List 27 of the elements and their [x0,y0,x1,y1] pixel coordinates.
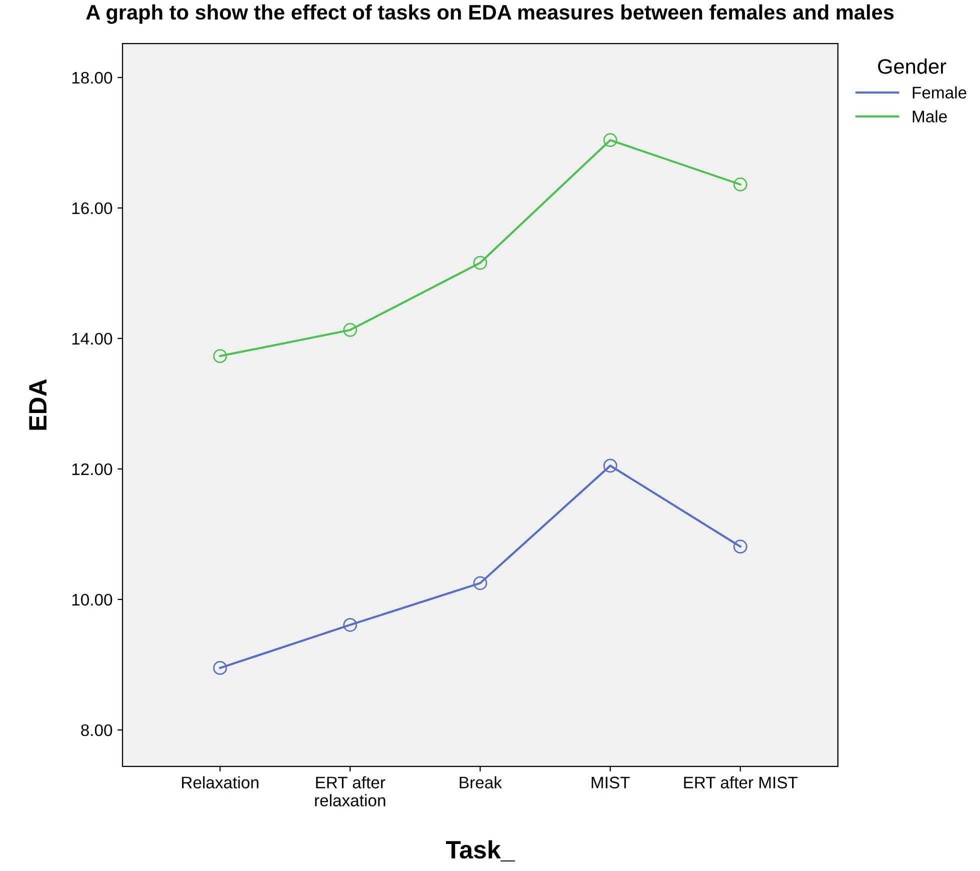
chart-title: A graph to show the effect of tasks on EDA measures between females and males [86,4,894,24]
x-tick-label: Relaxation [182,776,258,788]
point [473,256,488,270]
point [343,323,358,337]
y-tick-label: 12.00 [72,463,112,476]
point [343,618,358,632]
point [603,458,618,473]
y-tick-label: 8.00 [81,724,112,736]
point [213,661,227,675]
y-tick-label: 14.00 [72,332,112,345]
legend-label: Female [912,86,966,99]
y-axis-title: EDA [29,379,46,430]
x-tick-label: ERT after relaxation [315,776,386,806]
x-axis-title: Task_ [446,840,515,862]
legend-label: Male [912,110,947,122]
y-tick-label: 10.00 [72,594,112,606]
x-tick-label: MIST [592,776,630,788]
y-tick-label: 18.00 [72,72,112,84]
legend-title: Gender [878,58,946,74]
point [473,576,488,590]
y-tick-label: 16.00 [72,202,112,214]
point [733,178,748,192]
point [733,540,748,554]
point [603,133,618,148]
point [213,349,227,364]
x-tick-label: ERT after MIST [684,776,798,788]
x-tick-label: Break [460,776,502,788]
